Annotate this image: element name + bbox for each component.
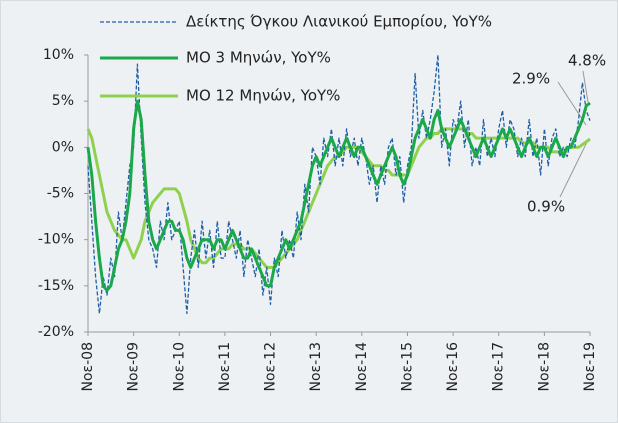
x-tick-label: Νοε-19 — [582, 342, 598, 391]
annotation: 4.8% — [568, 52, 606, 70]
y-tick-label: 0% — [52, 139, 74, 155]
series-line — [86, 99, 591, 292]
legend-label: ΜΟ 12 Μηνών, YoY% — [186, 87, 340, 105]
y-tick-label: -5% — [47, 186, 74, 202]
x-tick-label: Νοε-08 — [80, 342, 96, 391]
x-tick-label: Νοε-11 — [217, 342, 233, 391]
x-tick-label: Νοε-13 — [308, 342, 324, 391]
x-tick-label: Νοε-18 — [536, 342, 552, 391]
y-tick-label: 5% — [52, 93, 74, 109]
x-tick-label: Νοε-17 — [491, 342, 507, 391]
x-tick-label: Νοε-15 — [399, 342, 415, 391]
series-line — [87, 54, 591, 315]
y-tick-label: -20% — [38, 324, 74, 340]
annotation: 2.9% — [512, 70, 550, 88]
annotation: 0.9% — [527, 198, 565, 216]
x-tick-label: Νοε-14 — [354, 342, 370, 392]
y-tick-label: 10% — [43, 47, 74, 63]
x-tick-label: Νοε-12 — [263, 342, 279, 391]
y-tick-label: -10% — [38, 232, 74, 248]
x-tick-label: Νοε-09 — [126, 342, 142, 391]
legend-label: ΜΟ 3 Μηνών, YoY% — [186, 49, 331, 67]
leader-line — [582, 70, 589, 103]
legend-label: Δείκτης Όγκου Λιανικού Εμπορίου, YoY% — [186, 13, 492, 31]
x-tick-label: Νοε-10 — [171, 342, 187, 391]
x-tick-label: Νοε-16 — [445, 342, 461, 392]
leader-line — [559, 139, 589, 198]
y-tick-label: -15% — [38, 278, 74, 294]
